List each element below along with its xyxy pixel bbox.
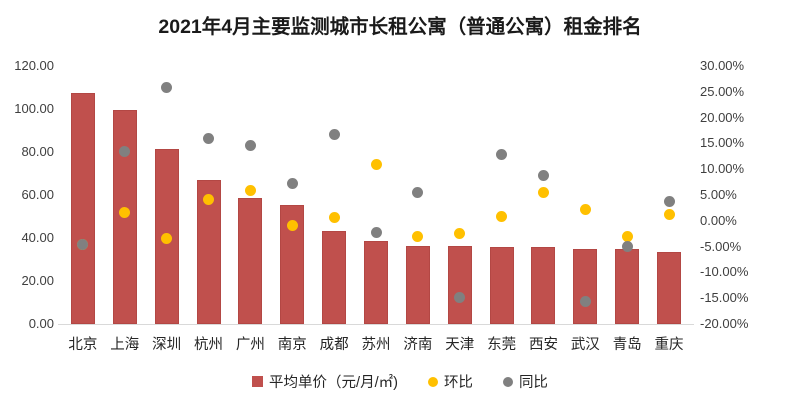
right-axis-tick-label: 0.00% [700, 212, 737, 228]
yoy-dot [286, 178, 298, 190]
right-axis-tick-label: -10.00% [700, 264, 749, 280]
bar [322, 230, 347, 324]
category-label: 深圳 [152, 337, 182, 353]
left-value-axis: 0.00 20.00 40.00 60.00 80.00 100.00 120.00 [0, 0, 56, 409]
yoy-dot [621, 240, 633, 252]
yoy-dot [454, 291, 466, 303]
legend-item[interactable]: 平均单价（元/月/㎡) [252, 371, 398, 392]
legend-square-icon [252, 376, 264, 387]
left-axis-tick-label: 0.00 [28, 316, 54, 331]
yoy-dot [161, 82, 173, 94]
mom-dot [161, 233, 173, 245]
legend-label: 环比 [443, 375, 473, 391]
mom-dot [579, 203, 591, 215]
right-axis-tick-label: 10.00% [700, 161, 745, 177]
category-label: 广州 [235, 337, 265, 353]
yoy-dot [496, 148, 508, 160]
mom-dot [621, 230, 633, 242]
category-label: 杭州 [194, 337, 224, 353]
category-axis-line [58, 324, 694, 325]
left-axis-tick-label: 20.00 [21, 273, 54, 288]
bar [238, 197, 263, 324]
yoy-dot [77, 238, 89, 250]
yoy-dot [663, 195, 675, 207]
right-percent-axis: -20.00% -15.00% -10.00% -5.00% 0.00% 5.00% 10.… [700, 0, 800, 409]
mom-dot [454, 228, 466, 240]
category-label: 南京 [277, 337, 307, 353]
left-axis-tick-label: 100.00 [14, 101, 54, 116]
right-axis-tick-label: -5.00% [700, 238, 742, 254]
yoy-dot [328, 128, 340, 140]
bar [489, 246, 514, 324]
bar [447, 245, 472, 324]
category-label: 青岛 [612, 337, 642, 353]
bar [657, 252, 682, 324]
legend-circle-icon [502, 376, 513, 387]
right-axis-tick-label: 15.00% [700, 135, 745, 151]
bar [615, 248, 640, 324]
legend-label: 同比 [518, 375, 548, 391]
yoy-dot [412, 186, 424, 198]
bar [531, 247, 556, 324]
bar [364, 241, 388, 324]
bar [405, 245, 430, 324]
mom-dot [370, 158, 382, 170]
right-axis-tick-label: 30.00% [700, 58, 745, 73]
category-label: 重庆 [654, 337, 684, 353]
mom-dot [203, 194, 215, 206]
category-label: 苏州 [361, 337, 391, 353]
yoy-dot [537, 170, 549, 182]
yoy-dot [579, 295, 591, 307]
category-label: 西安 [528, 337, 558, 353]
category-label: 天津 [445, 337, 475, 353]
chart-title: 2021年4月主要监测城市长租公寓（普通公寓）租金排名 [158, 16, 642, 38]
yoy-dot [370, 227, 382, 239]
mom-dot [286, 220, 298, 232]
category-label: 济南 [403, 337, 433, 353]
chart-legend: 平均单价（元/月/㎡) 环比 同比 [0, 371, 800, 392]
yoy-dot [203, 133, 215, 145]
left-axis-tick-label: 120.00 [14, 58, 54, 73]
mom-dot [119, 206, 131, 218]
legend-item[interactable]: 同比 [502, 371, 548, 392]
yoy-dot [119, 145, 131, 157]
category-label: 成都 [319, 337, 349, 353]
category-label: 北京 [68, 337, 98, 353]
mom-dot [537, 186, 549, 198]
left-axis-tick-label: 40.00 [21, 230, 54, 245]
mom-dot [244, 185, 256, 197]
bar [573, 249, 598, 324]
category-label: 东莞 [487, 337, 517, 353]
left-axis-tick-label: 80.00 [21, 144, 54, 159]
legend-circle-icon [427, 376, 438, 387]
right-axis-tick-label: -15.00% [700, 290, 749, 306]
mom-dot [328, 212, 340, 224]
left-axis-tick-label: 60.00 [21, 187, 54, 202]
yoy-dot [244, 139, 256, 151]
mom-dot [496, 210, 508, 222]
mom-dot [663, 208, 675, 220]
right-axis-tick-label: 5.00% [700, 187, 737, 202]
bar [196, 179, 221, 324]
mom-dot [412, 231, 424, 243]
right-axis-tick-label: 20.00% [700, 109, 745, 125]
legend-item[interactable]: 环比 [427, 371, 473, 392]
category-label: 武汉 [570, 337, 600, 353]
bar [70, 93, 95, 324]
right-axis-tick-label: 25.00% [700, 83, 745, 99]
category-label: 上海 [110, 337, 140, 353]
legend-label: 平均单价（元/月/㎡) [269, 375, 398, 391]
right-axis-tick-label: -20.00% [700, 316, 749, 331]
